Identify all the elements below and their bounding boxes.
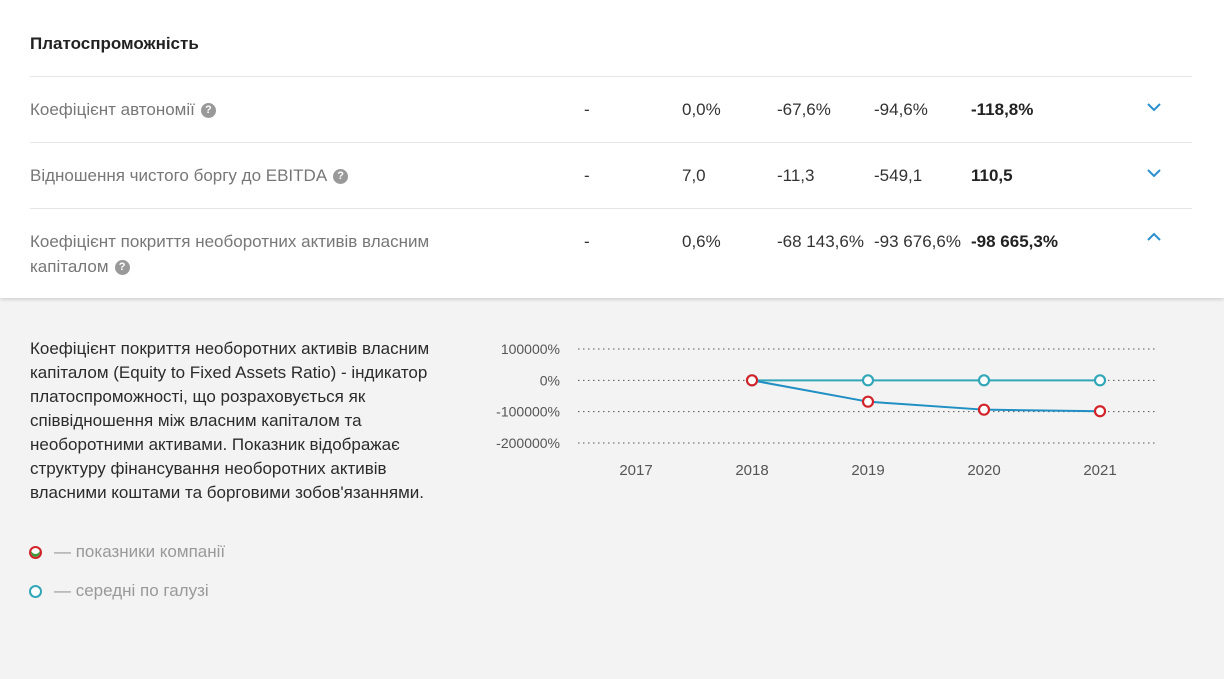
- company-data-point: [977, 403, 991, 416]
- value-2018: 7,0: [682, 166, 706, 185]
- chevron-down-icon[interactable]: [1146, 167, 1162, 179]
- help-icon[interactable]: ?: [333, 169, 349, 184]
- company-data-point: [745, 374, 759, 387]
- y-tick-label: -100000%: [496, 404, 560, 420]
- help-icon[interactable]: ?: [200, 103, 216, 118]
- table-row[interactable]: Коефіцієнт покриття необоротних активів …: [30, 208, 1192, 298]
- metric-description: Коефіцієнт покриття необоротних активів …: [30, 339, 430, 502]
- legend-industry-label: — середні по галузі: [54, 581, 209, 600]
- row-label-text-line2: капіталом: [30, 257, 109, 276]
- value-2017: -: [584, 100, 590, 119]
- industry-data-point: [977, 374, 991, 387]
- company-data-point: [861, 395, 875, 408]
- company-series-line: [751, 379, 1101, 413]
- row-label-text: Коефіцієнт автономії: [30, 100, 195, 119]
- section-title: Платоспроможність: [30, 34, 199, 53]
- legend-industry: — середні по галузі: [29, 581, 209, 601]
- chevron-down-icon[interactable]: [1146, 101, 1162, 113]
- value-2021: -118,8%: [971, 100, 1034, 119]
- x-tick-label: 2018: [735, 462, 768, 479]
- row-label: Коефіцієнт автономії?: [30, 97, 216, 122]
- row-label-text: Коефіцієнт покриття необоротних активів …: [30, 232, 430, 251]
- legend-company-label: — показники компанії: [54, 542, 226, 561]
- value-2020: -93 676,6%: [874, 232, 961, 251]
- value-2021: 110,5: [971, 166, 1013, 185]
- value-2019: -67,6%: [777, 100, 831, 119]
- row-label-text: Відношення чистого боргу до EBITDA: [30, 166, 328, 185]
- y-tick-label: -200000%: [496, 435, 560, 451]
- value-2017: -: [584, 166, 590, 185]
- value-2021: -98 665,3%: [971, 232, 1058, 251]
- value-2020: -549,1: [874, 166, 923, 185]
- value-2019: -11,3: [777, 166, 815, 185]
- chevron-up-icon[interactable]: [1146, 231, 1162, 243]
- x-tick-label: 2021: [1083, 462, 1116, 479]
- row-label: Відношення чистого боргу до EBITDA?: [30, 163, 349, 188]
- metric-chart: 100000% 0% -100000% -200000% 2017 2018 2019 202…: [496, 341, 1156, 479]
- x-tick-label: 2020: [967, 462, 1000, 479]
- value-2017: -: [584, 232, 590, 251]
- company-marker-icon: [29, 545, 42, 559]
- help-icon[interactable]: ?: [114, 260, 130, 275]
- value-2018: 0,6%: [682, 232, 721, 251]
- company-data-point: [1093, 405, 1107, 418]
- x-tick-label: 2019: [851, 462, 884, 479]
- value-2020: -94,6%: [874, 100, 928, 119]
- row-label: Коефіцієнт покриття необоротних активів …: [30, 229, 490, 279]
- y-tick-label: 0%: [540, 372, 560, 388]
- x-tick-label: 2017: [619, 462, 652, 479]
- value-2019: -68 143,6%: [777, 232, 864, 251]
- industry-data-point: [1093, 374, 1107, 387]
- industry-data-point: [861, 374, 875, 387]
- y-tick-label: 100000%: [501, 341, 560, 357]
- value-2018: 0,0%: [682, 100, 721, 119]
- legend-company: — показники компанії: [29, 542, 225, 562]
- solvency-card: Платоспроможність Коефіцієнт автономії? …: [0, 0, 1224, 298]
- table-row[interactable]: Коефіцієнт автономії? - 0,0% -67,6% -94,…: [30, 76, 1192, 142]
- industry-marker-icon: [29, 584, 42, 598]
- table-row[interactable]: Відношення чистого боргу до EBITDA? - 7,…: [30, 142, 1192, 208]
